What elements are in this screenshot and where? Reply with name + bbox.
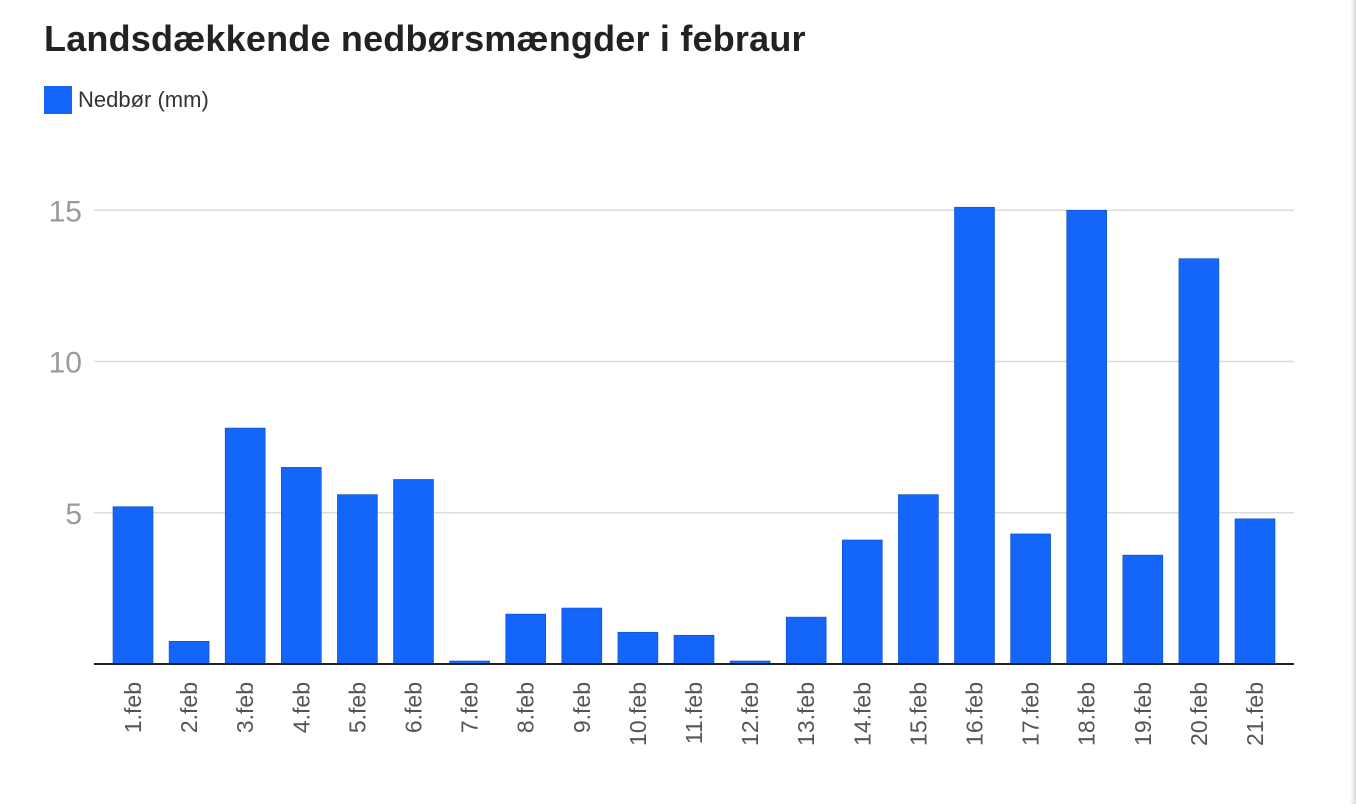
x-tick-label: 10.feb: [625, 682, 651, 746]
bar: [1234, 518, 1276, 665]
chart-title: Landsdækkende nedbørsmængder i febraur: [44, 18, 806, 59]
x-tick-label: 19.feb: [1130, 682, 1156, 746]
bar: [617, 631, 659, 665]
bar: [280, 467, 322, 665]
bar: [337, 494, 378, 665]
bar: [112, 506, 154, 665]
bar: [1122, 554, 1164, 665]
bar: [1066, 209, 1107, 665]
bar: [393, 479, 434, 665]
x-tick-label: 21.feb: [1242, 682, 1268, 746]
x-tick-label: 17.feb: [1018, 682, 1044, 746]
legend-label: Nedbør (mm): [78, 87, 209, 112]
x-tick-label: 5.feb: [344, 682, 370, 733]
x-tick-label: 2.feb: [176, 682, 202, 733]
bar: [898, 494, 939, 665]
x-tick-label: 8.feb: [513, 682, 539, 733]
x-tick-label: 13.feb: [793, 682, 819, 746]
x-tick-label: 14.feb: [849, 682, 875, 746]
x-tick-label: 4.feb: [288, 682, 314, 733]
x-tick-label: 12.feb: [737, 682, 763, 746]
x-tick-label: 3.feb: [232, 682, 258, 733]
bar: [561, 607, 603, 665]
y-tick-label: 15: [49, 195, 82, 228]
bar: [168, 641, 210, 665]
x-tick-label: 20.feb: [1186, 682, 1212, 746]
bar: [1010, 533, 1051, 665]
x-tick-label: 11.feb: [681, 682, 707, 744]
bar: [841, 539, 883, 665]
x-tick-label: 9.feb: [569, 682, 595, 733]
bar: [224, 427, 266, 665]
bar: [673, 634, 715, 665]
bar: [785, 616, 827, 665]
x-tick-label: 6.feb: [401, 682, 427, 733]
y-tick-label: 10: [49, 347, 82, 380]
y-tick-label: 5: [65, 498, 82, 531]
x-tick-label: 15.feb: [905, 682, 931, 746]
bar: [1178, 258, 1220, 665]
bar: [954, 206, 995, 665]
x-tick-label: 7.feb: [457, 682, 483, 733]
legend-swatch: [44, 86, 72, 114]
x-tick-label: 16.feb: [962, 682, 988, 746]
bar: [505, 613, 547, 665]
page-edge: [1350, 0, 1356, 804]
x-tick-label: 18.feb: [1074, 682, 1100, 746]
x-tick-label: 1.feb: [120, 682, 146, 733]
legend: Nedbør (mm): [44, 86, 209, 114]
